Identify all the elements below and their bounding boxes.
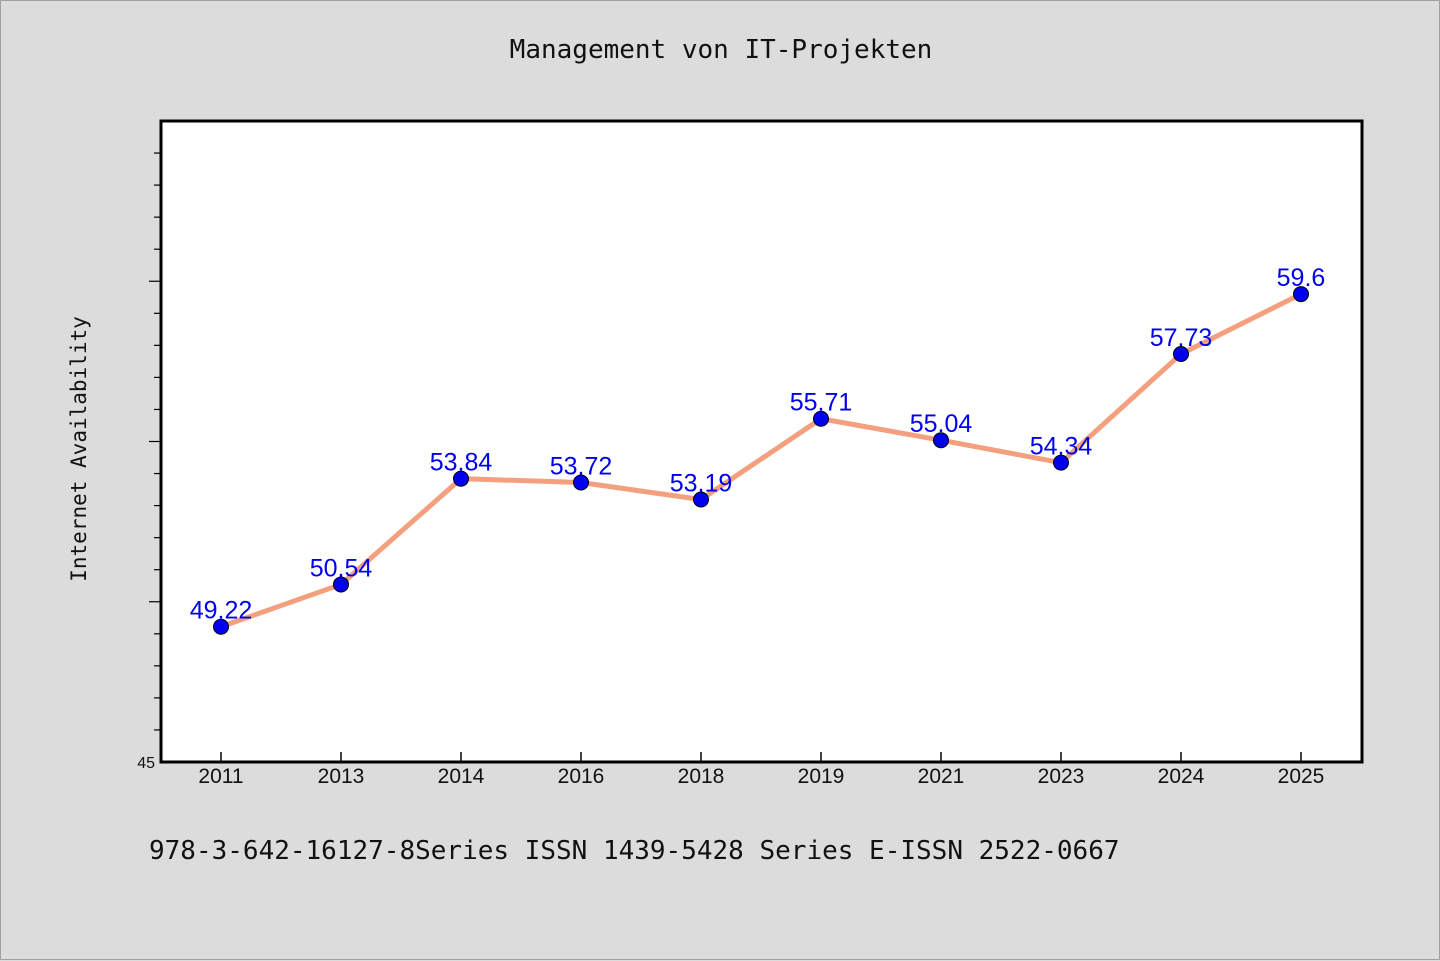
x-tick-label: 2014 — [438, 765, 485, 788]
x-axis: 2011 2013 2014 2016 2018 2019 2021 2023 2024 2025 — [198, 752, 1324, 788]
data-point — [573, 474, 589, 491]
data-point — [1293, 286, 1309, 303]
x-tick-label: 2018 — [678, 765, 725, 788]
y-min-label: 45 — [137, 755, 155, 772]
chart-title: Management von IT-Projekten — [509, 35, 933, 65]
data-point — [333, 576, 349, 593]
data-point — [213, 618, 229, 635]
x-tick-label: 2019 — [798, 765, 845, 788]
x-tick-label: 2016 — [558, 765, 605, 788]
x-tick-label: 2023 — [1038, 765, 1085, 788]
y-axis-ticks: 45 — [137, 152, 161, 772]
data-point — [1173, 346, 1189, 363]
series-line-group — [218, 291, 1304, 630]
data-point — [1053, 454, 1069, 471]
data-point — [453, 470, 469, 487]
data-point-group — [213, 286, 1309, 635]
x-tick-label: 2021 — [918, 765, 965, 788]
data-point — [933, 432, 949, 449]
series-line — [218, 291, 1304, 630]
x-tick-label: 2011 — [198, 765, 243, 788]
data-point — [693, 491, 709, 508]
x-tick-label: 2024 — [1158, 765, 1205, 788]
x-tick-label: 2013 — [318, 765, 365, 788]
x-tick-label: 2025 — [1278, 765, 1325, 788]
plot-area — [159, 119, 1364, 764]
data-point — [813, 410, 829, 427]
isbn-issn-text: 978-3-642-16127-8Series ISSN 1439-5428 S… — [149, 836, 1120, 866]
